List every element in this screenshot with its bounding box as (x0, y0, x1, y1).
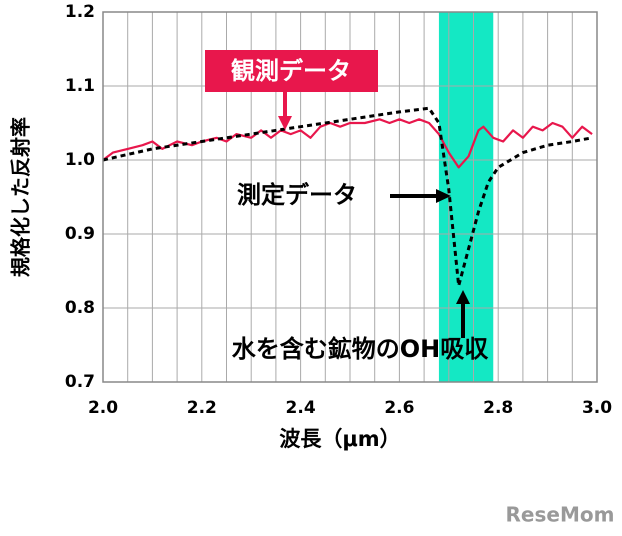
legend-label: 観測データ (231, 57, 351, 85)
x-tick-label: 2.4 (286, 398, 316, 418)
annotation: 水を含む鉱物のOH吸収 (232, 335, 489, 363)
plot (102, 106, 593, 288)
y-axis-title: 規格化した反射率 (9, 117, 33, 277)
arrow-head (436, 189, 451, 203)
arrow-head (456, 290, 470, 304)
y-tick-label: 0.8 (65, 298, 95, 318)
y-tick-label: 1.1 (65, 76, 95, 96)
x-tick-label: 2.0 (88, 398, 118, 418)
x-axis-title: 波長（μm） (279, 427, 400, 451)
x-tick-label: 2.2 (187, 398, 217, 418)
series-line (102, 106, 593, 288)
y-tick-label: 0.9 (65, 224, 95, 244)
y-tick-label: 1.0 (65, 150, 95, 170)
y-tick-label: 1.2 (65, 2, 95, 22)
series-line (102, 118, 593, 169)
x-tick-label: 2.8 (483, 398, 513, 418)
y-tick-label: 0.7 (65, 372, 95, 392)
watermark: ReseMom (506, 503, 615, 527)
x-tick-label: 3.0 (582, 398, 612, 418)
x-tick-label: 2.6 (384, 398, 414, 418)
legend-label: 測定データ (237, 181, 357, 209)
arrow-head (278, 116, 292, 130)
label-box (205, 50, 378, 92)
plot-frame (102, 11, 598, 383)
